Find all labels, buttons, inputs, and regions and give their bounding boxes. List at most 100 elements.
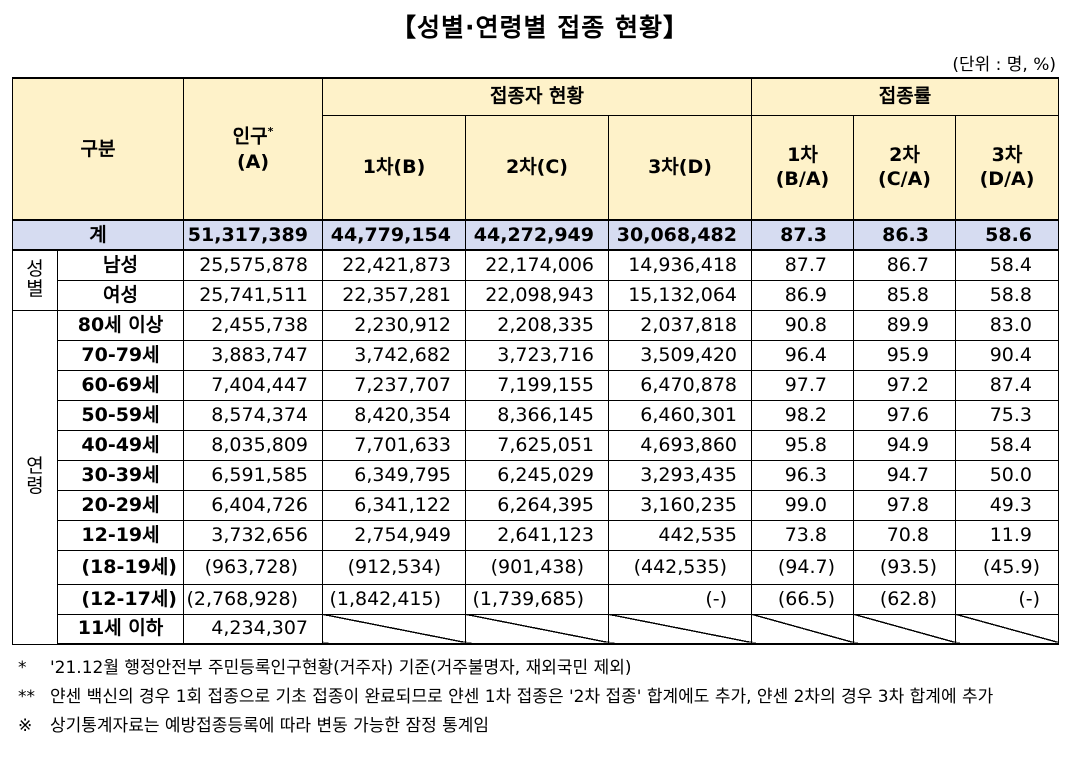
dose3-cell: 6,470,878 bbox=[608, 369, 752, 401]
unit-label: (단위 : 명, %) bbox=[952, 55, 1056, 75]
population-cell: 25,575,878 bbox=[183, 249, 323, 281]
empty-diagonal-cell bbox=[465, 613, 609, 645]
row-label: 남성 bbox=[57, 249, 184, 281]
rate2-cell: (93.5) bbox=[853, 549, 956, 585]
table-row: 30-39세 6,591,585 6,349,795 6,245,029 3,2… bbox=[13, 459, 1060, 491]
rate3-cell: 58.4 bbox=[954, 249, 1060, 281]
empty-diagonal-cell bbox=[954, 613, 1060, 645]
row-label: 30-39세 bbox=[57, 459, 184, 491]
population-cell: 3,883,747 bbox=[183, 339, 323, 371]
header-rate2-bottom: (C/A) bbox=[878, 167, 931, 190]
rate2-cell: (62.8) bbox=[853, 583, 956, 615]
footnote: * '21.12월 행정안전부 주민등록인구현황(거주자) 기준(거주불명자, … bbox=[18, 654, 1063, 683]
header-rate1: 1차 (B/A) bbox=[751, 114, 854, 221]
row-label: 40-49세 bbox=[57, 429, 184, 461]
dose3-cell: 14,936,418 bbox=[608, 249, 752, 281]
header-rate1-top: 1차 bbox=[787, 143, 818, 166]
header-population: 인구* (A) bbox=[183, 77, 323, 221]
header-rate3: 3차 (D/A) bbox=[954, 114, 1060, 221]
rate1-cell: 87.7 bbox=[751, 249, 854, 281]
population-cell: (963,728) bbox=[183, 549, 323, 585]
dose2-cell: 7,625,051 bbox=[465, 429, 609, 461]
empty-diagonal-cell bbox=[608, 613, 752, 645]
dose3-cell: 2,037,818 bbox=[608, 309, 752, 341]
population-cell: 6,591,585 bbox=[183, 459, 323, 491]
dose1-cell: 7,701,633 bbox=[322, 429, 466, 461]
header-dose3: 3차(D) bbox=[608, 114, 752, 221]
dose2-cell: 3,723,716 bbox=[465, 339, 609, 371]
empty-diagonal-cell bbox=[853, 613, 956, 645]
rate2-cell: 89.9 bbox=[853, 309, 956, 341]
rate3-cell: 75.3 bbox=[954, 399, 1060, 431]
table-row: 20-29세 6,404,726 6,341,122 6,264,395 3,1… bbox=[13, 489, 1060, 521]
header-rate2: 2차 (C/A) bbox=[853, 114, 956, 221]
header-dose2: 2차(C) bbox=[465, 114, 609, 221]
dose3-cell: 3,160,235 bbox=[608, 489, 752, 521]
rate3-cell: (45.9) bbox=[954, 549, 1060, 585]
rate1-cell: 96.3 bbox=[751, 459, 854, 491]
population-cell: 8,574,374 bbox=[183, 399, 323, 431]
row-label: (18-19세) bbox=[57, 549, 184, 585]
rate2-cell: 70.8 bbox=[853, 519, 956, 551]
footnote-text: 얀센 백신의 경우 1회 접종으로 기초 접종이 완료되므로 얀센 1차 접종은… bbox=[50, 687, 994, 707]
dose2-cell: 6,264,395 bbox=[465, 489, 609, 521]
footnote: ※ 상기통계자료는 예방접종등록에 따라 변동 가능한 잠정 통계임 bbox=[18, 712, 1063, 741]
rate2-cell: 95.9 bbox=[853, 339, 956, 371]
gender-group-label: 성별 bbox=[12, 249, 58, 311]
rate1-cell: 90.8 bbox=[751, 309, 854, 341]
population-cell: 8,035,809 bbox=[183, 429, 323, 461]
dose1-cell: 8,420,354 bbox=[322, 399, 466, 431]
rate2-cell: 97.6 bbox=[853, 399, 956, 431]
page-title: 【성별·연령별 접종 현황】 bbox=[391, 13, 689, 42]
dose3-cell: 3,293,435 bbox=[608, 459, 752, 491]
header-category: 구분 bbox=[12, 77, 184, 221]
population-cell: 6,404,726 bbox=[183, 489, 323, 521]
dose2-cell: 8,366,145 bbox=[465, 399, 609, 431]
dose1-cell: (1,842,415) bbox=[322, 583, 466, 615]
row-label: (12-17세) bbox=[57, 583, 184, 615]
dose2-cell: (1,739,685) bbox=[465, 583, 609, 615]
row-label: 여성 bbox=[57, 279, 184, 311]
dose1-cell: 2,754,949 bbox=[322, 519, 466, 551]
rate2-cell: 97.2 bbox=[853, 369, 956, 401]
rate1-cell: 73.8 bbox=[751, 519, 854, 551]
dose2-cell: 7,199,155 bbox=[465, 369, 609, 401]
rate1-cell: 97.7 bbox=[751, 369, 854, 401]
footnote-mark: * bbox=[18, 658, 27, 678]
dose1-cell: 22,357,281 bbox=[322, 279, 466, 311]
table-row: 11세 이하 4,234,307 bbox=[13, 613, 1060, 645]
population-cell: 25,741,511 bbox=[183, 279, 323, 311]
table-row: 70-79세 3,883,747 3,742,682 3,723,716 3,5… bbox=[13, 339, 1060, 371]
header-dose1: 1차(B) bbox=[322, 114, 466, 221]
table-row: 60-69세 7,404,447 7,237,707 7,199,155 6,4… bbox=[13, 369, 1060, 401]
rate1-cell: (94.7) bbox=[751, 549, 854, 585]
header-population-mark: * bbox=[267, 125, 274, 139]
population-cell: 3,732,656 bbox=[183, 519, 323, 551]
footnote: ** 얀센 백신의 경우 1회 접종으로 기초 접종이 완료되므로 얀센 1차 … bbox=[18, 683, 1063, 712]
population-cell: (2,768,928) bbox=[183, 583, 323, 615]
total-dose1: 44,779,154 bbox=[322, 219, 466, 251]
dose1-cell: 7,237,707 bbox=[322, 369, 466, 401]
rate3-cell: 49.3 bbox=[954, 489, 1060, 521]
rate3-cell: 58.8 bbox=[954, 279, 1060, 311]
row-label: 50-59세 bbox=[57, 399, 184, 431]
dose2-cell: 22,098,943 bbox=[465, 279, 609, 311]
population-cell: 7,404,447 bbox=[183, 369, 323, 401]
dose1-cell: 6,349,795 bbox=[322, 459, 466, 491]
rate1-cell: 95.8 bbox=[751, 429, 854, 461]
total-row: 계 51,317,389 44,779,154 44,272,949 30,06… bbox=[12, 219, 1060, 251]
dose3-cell: (-) bbox=[608, 583, 752, 615]
population-cell: 4,234,307 bbox=[183, 613, 323, 645]
dose2-cell: (901,438) bbox=[465, 549, 609, 585]
total-rate3: 58.6 bbox=[954, 219, 1060, 251]
footnote-text: '21.12월 행정안전부 주민등록인구현황(거주자) 기준(거주불명자, 재외… bbox=[50, 658, 632, 678]
dose2-cell: 22,174,006 bbox=[465, 249, 609, 281]
row-label: 70-79세 bbox=[57, 339, 184, 371]
dose1-cell: 2,230,912 bbox=[322, 309, 466, 341]
dose3-cell: 6,460,301 bbox=[608, 399, 752, 431]
header-rate2-top: 2차 bbox=[889, 143, 920, 166]
total-rate2: 86.3 bbox=[853, 219, 956, 251]
dose3-cell: 442,535 bbox=[608, 519, 752, 551]
dose3-cell: 3,509,420 bbox=[608, 339, 752, 371]
rate3-cell: 87.4 bbox=[954, 369, 1060, 401]
